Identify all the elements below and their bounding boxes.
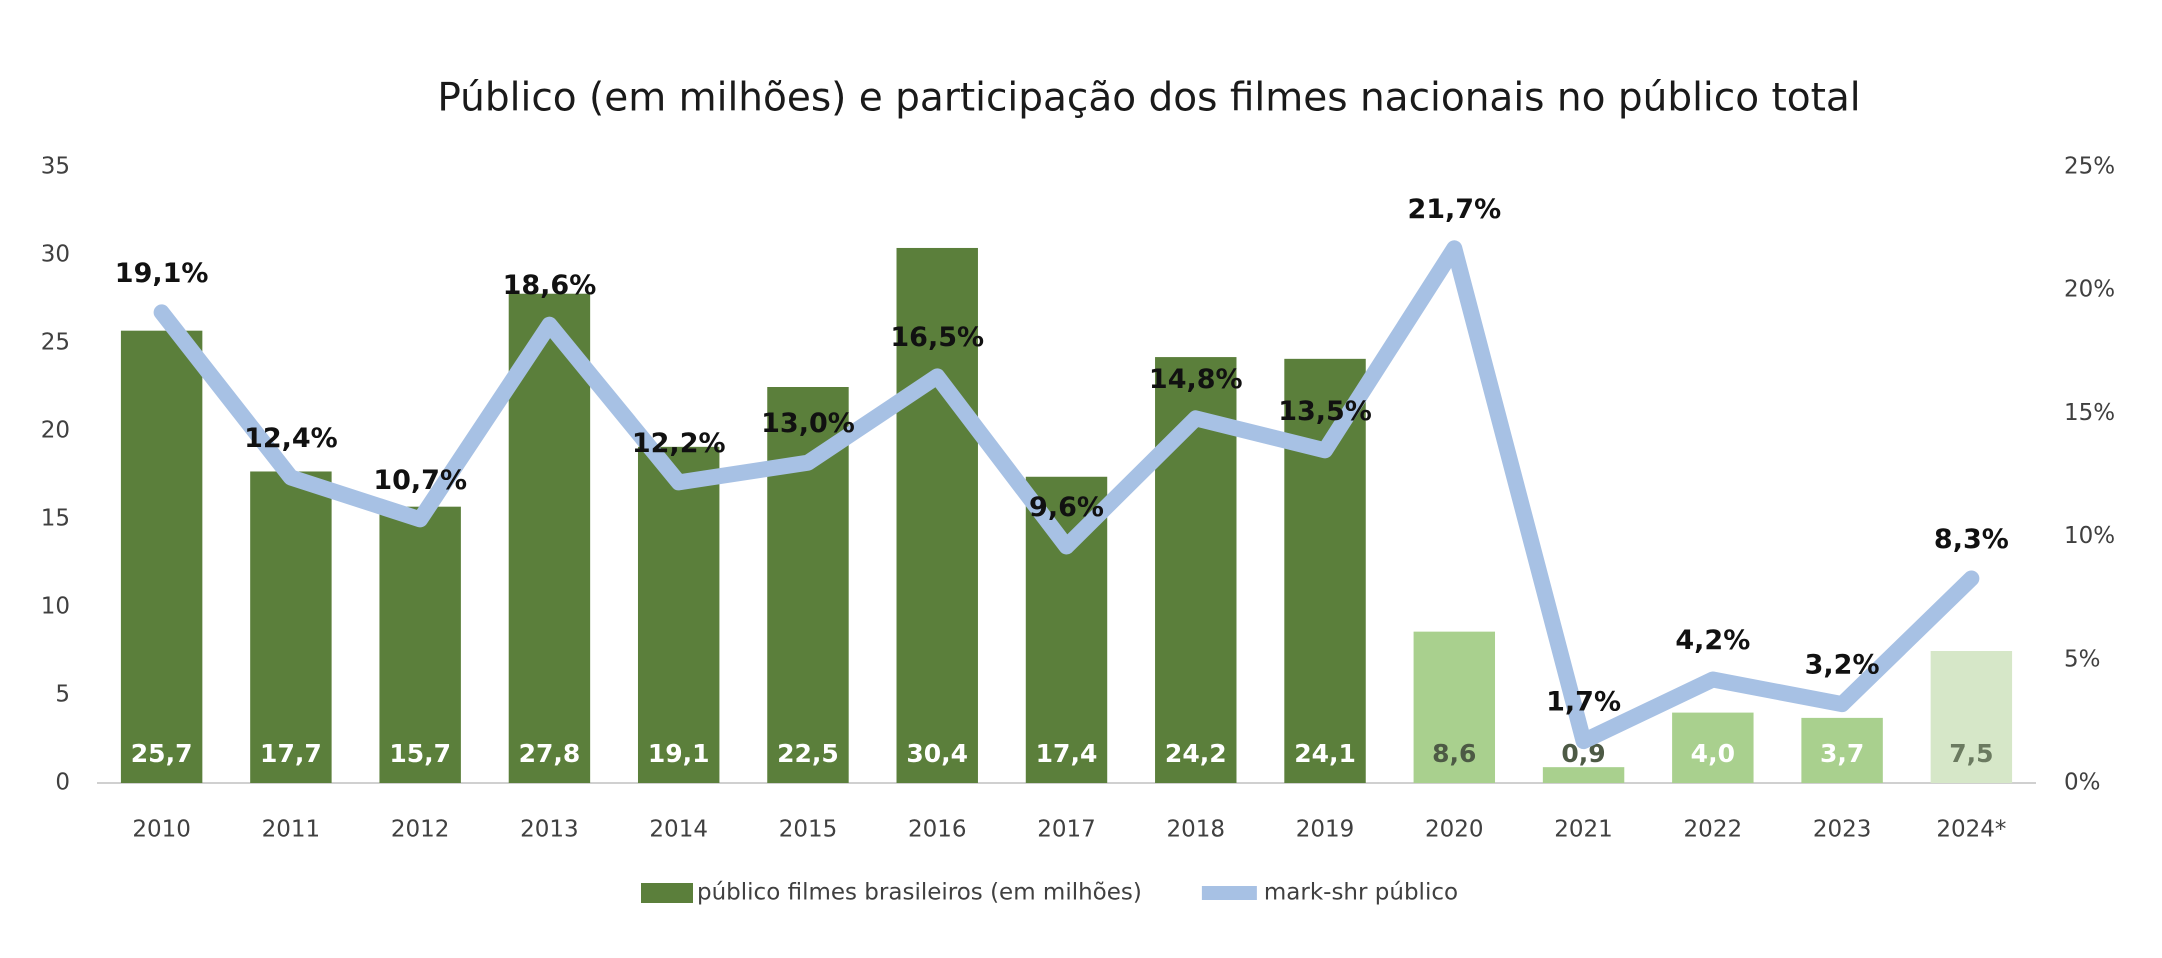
bar: [1542, 767, 1625, 783]
x-tick-label: 2017: [1037, 817, 1096, 843]
bar-label: 17,7: [260, 739, 322, 768]
x-tick-label: 2019: [1296, 817, 1355, 843]
legend-marker: [641, 883, 693, 903]
bar-label: 4,0: [1691, 739, 1735, 768]
chart-title: Público (em milhões) e participação dos …: [437, 76, 1860, 121]
y2-tick-label: 10%: [2064, 523, 2115, 549]
y-tick-label: 15: [41, 506, 70, 532]
bar-label: 19,1: [648, 739, 710, 768]
bar: [1413, 631, 1496, 783]
x-tick-label: 2024*: [1936, 817, 2006, 843]
x-tick-label: 2015: [779, 817, 838, 843]
line-label: 13,0%: [761, 408, 855, 439]
y-tick-label: 5: [55, 682, 70, 708]
x-tick-label: 2016: [908, 817, 967, 843]
bar-label: 24,1: [1294, 739, 1356, 768]
line-label: 4,2%: [1675, 625, 1750, 656]
bar: [896, 247, 978, 783]
line: [153, 240, 1980, 750]
bar-label: 25,7: [131, 739, 193, 768]
bar: [637, 446, 720, 783]
bar-label: 27,8: [519, 739, 581, 768]
y-tick-label: 0: [55, 770, 70, 796]
x-tick-label: 2011: [262, 817, 321, 843]
y2-tick-label: 0%: [2064, 770, 2101, 796]
bar-label: 3,7: [1820, 739, 1864, 768]
legend-label: mark-shr público: [1264, 880, 1458, 906]
bar: [1284, 358, 1366, 783]
y-tick-label: 20: [41, 418, 70, 444]
line-label: 8,3%: [1934, 524, 2009, 555]
bar-label: 7,5: [1949, 739, 1993, 768]
line-label: 1,7%: [1546, 687, 1621, 718]
legend-label: público filmes brasileiros (em milhões): [697, 880, 1142, 906]
line-label: 14,8%: [1149, 364, 1243, 395]
bar-label: 30,4: [906, 739, 968, 768]
line-label: 9,6%: [1029, 492, 1104, 523]
bar: [379, 506, 461, 783]
x-tick-label: 2013: [520, 817, 579, 843]
y2-tick-label: 15%: [2064, 400, 2115, 426]
bar-label: 24,2: [1165, 739, 1227, 768]
line-label: 12,4%: [244, 423, 338, 454]
line-label: 21,7%: [1407, 194, 1501, 225]
bar: [1930, 651, 2013, 783]
y2-tick-label: 5%: [2064, 646, 2101, 672]
bar: [120, 330, 203, 783]
x-tick-label: 2023: [1813, 817, 1872, 843]
line-label: 19,1%: [115, 258, 209, 289]
line-label: 13,5%: [1278, 396, 1372, 427]
line-label: 10,7%: [373, 465, 467, 496]
x-tick-label: 2018: [1166, 817, 1225, 843]
bar: [1672, 712, 1754, 783]
y-tick-label: 10: [41, 594, 70, 620]
x-tick-label: 2021: [1554, 817, 1613, 843]
bar-label: 8,6: [1432, 739, 1476, 768]
bar: [250, 471, 332, 783]
line-label: 3,2%: [1805, 650, 1880, 681]
x-tick-label: 2010: [132, 817, 191, 843]
x-tick-label: 2020: [1425, 817, 1484, 843]
bar-label: 17,4: [1036, 739, 1098, 768]
bar: [1801, 717, 1883, 783]
y-tick-label: 30: [41, 242, 70, 268]
line-label: 12,2%: [632, 428, 726, 459]
y-tick-label: 35: [41, 154, 70, 180]
line-label: 18,6%: [503, 270, 597, 301]
x-tick-label: 2014: [649, 817, 708, 843]
y-tick-label: 25: [41, 330, 70, 356]
line-label: 16,5%: [890, 322, 984, 353]
x-tick-label: 2022: [1684, 817, 1743, 843]
bar-label: 15,7: [389, 739, 451, 768]
bar-label: 22,5: [777, 739, 839, 768]
y2-tick-label: 25%: [2064, 154, 2115, 180]
x-tick-label: 2012: [391, 817, 450, 843]
y2-tick-label: 20%: [2064, 277, 2115, 303]
